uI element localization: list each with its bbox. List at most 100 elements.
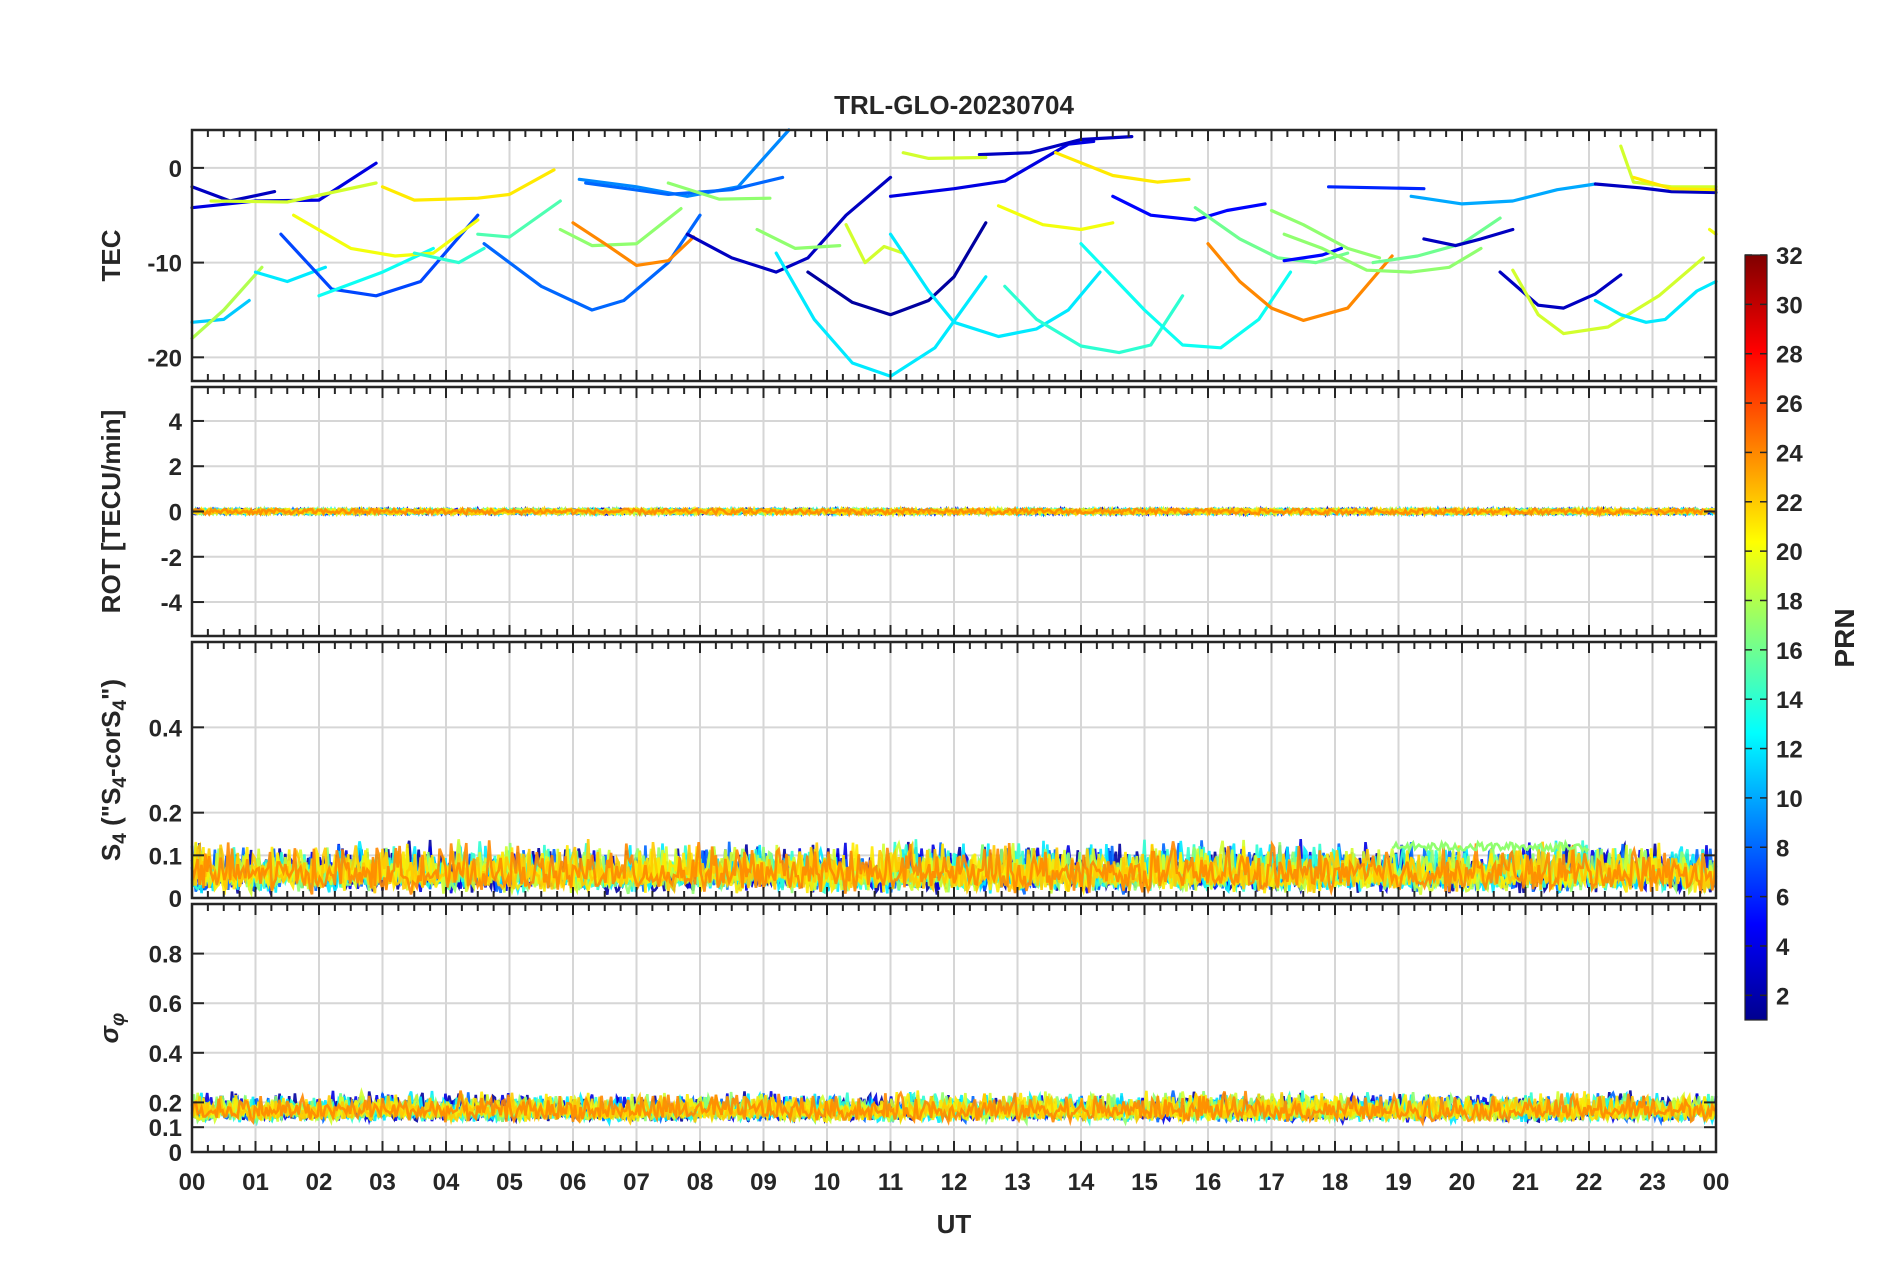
y-tick-label: 2 [169, 454, 182, 481]
colorbar-tick-label: 10 [1776, 786, 1803, 813]
tec-line-prn-24 [1206, 242, 1394, 322]
label-subscript: 4 [110, 700, 131, 711]
colorbar-label: PRN [1829, 608, 1860, 667]
y-tick-label: 0.8 [149, 942, 182, 969]
colorbar-tick-label: 8 [1776, 835, 1789, 862]
x-tick-label: 08 [687, 1169, 714, 1196]
x-tick-label: 23 [1639, 1169, 1666, 1196]
x-tick-label: 15 [1131, 1169, 1158, 1196]
label-text: S [96, 844, 126, 861]
tec-line-prn-12 [888, 232, 1102, 339]
y-tick-label: 0.1 [149, 1115, 182, 1142]
tec-line-prn-19 [1619, 144, 1718, 189]
panel-rot: -4 -2 0 2 4 ROT [TECU/min] [96, 385, 1718, 638]
label-text: ("S [96, 788, 126, 834]
x-ticks-s4 [191, 642, 1717, 899]
y-axis-label-s4: S4 ("S4-corS4") [96, 679, 131, 861]
x-tick-labels: 00 01 02 03 04 05 06 07 08 09 10 11 12 13 14 15 16 17 18 19… [179, 1169, 1730, 1196]
tec-line-prn-3 [1593, 182, 1718, 195]
tec-line-prn-21 [1053, 151, 1191, 184]
tec-line-prn-3 [190, 185, 277, 203]
tec-line-prn-16 [1193, 206, 1350, 265]
y-tick-label: 0 [169, 1140, 182, 1167]
colorbar-tick-label: 18 [1776, 588, 1803, 615]
x-tick-label: 05 [496, 1169, 523, 1196]
tec-line-prn-8 [584, 175, 785, 196]
panel-s4: 00.10.20.4S4 ("S4-corS4") [96, 640, 1718, 913]
x-tick-label: 06 [560, 1169, 587, 1196]
tec-line-prn-9 [577, 128, 791, 198]
trace-prn-24 [191, 505, 1717, 518]
y-axis-label-tec: TEC [96, 229, 126, 281]
tec-line-prn-4 [888, 139, 1096, 198]
tec-line-prn-19 [901, 151, 988, 160]
tec-line-prn-12 [774, 251, 988, 378]
trace-prn-24 [190, 1090, 1717, 1127]
y-axis-label-sigma_phi: σφ [94, 1013, 129, 1044]
y-tick-label: -4 [161, 590, 183, 617]
y-tick-label: -20 [147, 345, 182, 372]
tec-line-prn-3 [685, 175, 893, 274]
colorbar-tick-label: 26 [1776, 391, 1803, 418]
x-tick-label: 22 [1576, 1169, 1603, 1196]
label-subscript: 4 [110, 777, 131, 788]
y-tick-label: 0.1 [149, 843, 182, 870]
colorbar-tick-label: 14 [1776, 687, 1803, 714]
x-tick-label: 07 [623, 1169, 650, 1196]
label-text: σ [94, 1024, 124, 1043]
y-axis-label-rot: ROT [TECU/min] [96, 410, 126, 614]
colorbar-tick-label: 32 [1776, 243, 1803, 270]
x-tick-label: 14 [1068, 1169, 1095, 1196]
tec-line-prn-14 [412, 246, 486, 265]
label-text: -corS [96, 711, 126, 777]
colorbar-tick-label: 12 [1776, 737, 1803, 764]
tec-line-prn-17 [666, 181, 772, 201]
y-tick-label: 0.6 [149, 991, 182, 1018]
colorbar-gradient [1744, 254, 1768, 1021]
y-tick-label: -10 [147, 251, 182, 278]
tec-line-prn-20 [292, 213, 480, 258]
y-tick-label: 0.2 [149, 801, 182, 828]
tec-line-prn-24 [571, 221, 696, 267]
x-tick-label: 11 [878, 1169, 903, 1196]
colorbar-tick-label: 16 [1776, 638, 1803, 665]
tec-line-prn-18 [190, 265, 264, 340]
x-tick-label: 20 [1449, 1169, 1476, 1196]
x-tick-label: 04 [433, 1169, 460, 1196]
tec-line-prn-19 [844, 223, 905, 265]
colorbar-tick-label: 4 [1776, 934, 1790, 961]
tec-line-prn-12 [253, 265, 327, 284]
tec-line-prn-11 [190, 298, 251, 324]
tec-line-prn-10 [1409, 182, 1598, 206]
x-tick-label: 16 [1195, 1169, 1222, 1196]
y-tick-label: 0 [169, 500, 182, 527]
tec-line-prn-17 [755, 227, 842, 250]
series-tec [190, 128, 1718, 378]
chart-title: TRL-GLO-20230704 [834, 90, 1074, 120]
y-tick-label: 0.2 [149, 1090, 182, 1117]
y-tick-label: 0 [169, 156, 182, 183]
colorbar-tick-label: 24 [1776, 440, 1803, 467]
tec-line-prn-13 [317, 246, 435, 298]
panel-sigma_phi: 00.10.2 0.4 0.6 0.8 σφ [94, 902, 1718, 1167]
label-text: ") [96, 679, 126, 700]
x-tick-label: 00 [179, 1169, 206, 1196]
x-tick-label: 01 [242, 1169, 269, 1196]
tec-line-prn-5 [1111, 194, 1267, 222]
tec-line-prn-14 [1003, 284, 1185, 355]
tec-line-prn-2 [806, 221, 988, 317]
tec-line-prn-3 [977, 135, 1134, 157]
y-tick-label: 0.4 [149, 1041, 183, 1068]
x-axis-label: UT [937, 1209, 972, 1239]
trace-prn-17-elevated [1391, 838, 1590, 856]
label-subscript: 4 [110, 833, 131, 844]
tec-line-prn-15 [476, 199, 562, 239]
tec-line-prn-12 [1593, 279, 1718, 324]
x-tick-label: 12 [941, 1169, 968, 1196]
colorbar-tick-label: 6 [1776, 885, 1789, 912]
y-tick-label: 4 [169, 409, 183, 436]
colorbar-tick-label: 28 [1776, 342, 1803, 369]
